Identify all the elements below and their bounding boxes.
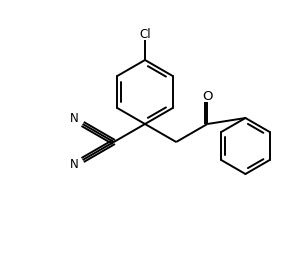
Text: N: N: [70, 112, 79, 125]
Text: Cl: Cl: [139, 27, 151, 40]
Text: O: O: [202, 90, 213, 103]
Text: N: N: [70, 158, 79, 171]
